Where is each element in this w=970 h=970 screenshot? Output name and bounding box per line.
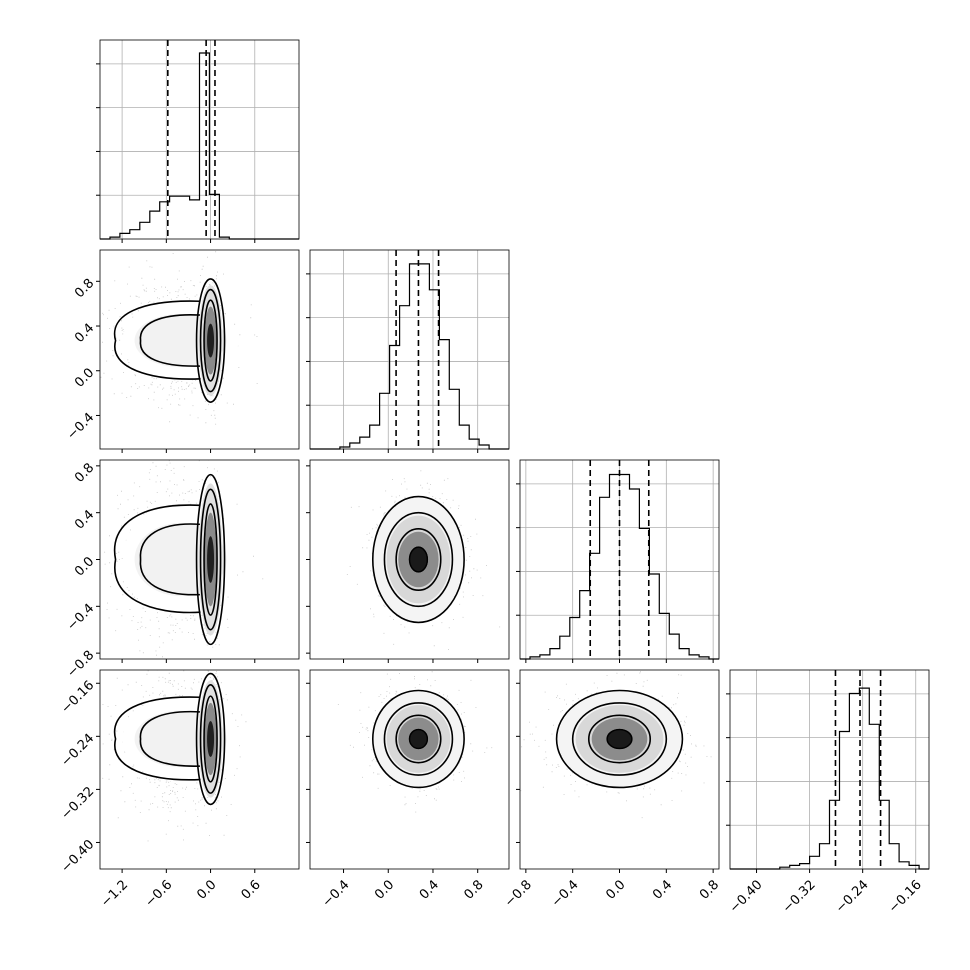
y-tick-label: 0.0 — [72, 365, 97, 390]
x-tick-label: −0.24 — [833, 877, 872, 916]
panel-frame — [309, 669, 510, 870]
hist-panel-2 — [306, 249, 510, 453]
contour-3 — [587, 714, 652, 764]
x-tick-label: 0.8 — [697, 877, 722, 902]
scatter-points — [104, 460, 264, 658]
panel-content — [102, 670, 247, 842]
contour-spike-3 — [203, 695, 218, 783]
y-tick-label: −0.16 — [59, 678, 98, 717]
scatter-panel-2-1 — [96, 249, 300, 453]
panel-content — [346, 470, 501, 650]
x-tick-label: 0.0 — [603, 877, 628, 902]
histogram-step — [730, 687, 929, 870]
x-tick-label: −0.32 — [780, 877, 819, 916]
contour-outer-left — [113, 696, 201, 781]
x-tick-label: 0.0 — [194, 877, 219, 902]
histogram-step — [310, 263, 509, 450]
density-fill-4 — [408, 546, 429, 573]
contour-4 — [408, 546, 429, 573]
y-tick-label: −0.4 — [64, 410, 97, 443]
panel-frame — [729, 669, 930, 870]
x-tick-label: 0.4 — [417, 877, 442, 902]
x-tick-label: −0.6 — [142, 877, 175, 910]
x-tick-label: 0.8 — [462, 877, 487, 902]
scatter-panel-4-2 — [306, 669, 510, 873]
contour-3 — [395, 527, 442, 592]
contour-spike-2 — [199, 288, 222, 393]
spike-peak — [207, 323, 215, 358]
y-tick-label: −0.32 — [59, 784, 98, 823]
panel-content — [337, 671, 493, 813]
contour-1 — [371, 495, 465, 624]
y-tick-label: −0.40 — [59, 837, 98, 876]
contour-1 — [555, 689, 684, 789]
contour-2 — [383, 511, 454, 608]
hist-panel-4 — [726, 669, 930, 873]
y-tick-label: 0.8 — [72, 461, 97, 486]
x-tick-label: −0.4 — [320, 877, 353, 910]
x-tick-label: −0.8 — [502, 877, 535, 910]
x-tick-label: −1.2 — [98, 877, 131, 910]
panel-content — [100, 251, 258, 425]
contour-spike-1 — [195, 473, 226, 646]
scatter-panel-3-1 — [96, 459, 300, 663]
contour-outer-left — [113, 300, 201, 380]
y-tick-label: −0.8 — [64, 648, 97, 681]
y-tick-label: 0.4 — [72, 321, 97, 346]
contour-1 — [371, 689, 465, 789]
y-tick-label: 0.8 — [72, 276, 97, 301]
scatter-panel-4-1 — [96, 669, 300, 873]
contour-spike-3 — [203, 299, 218, 382]
density-fill-4 — [606, 728, 633, 750]
x-tick-label: −0.40 — [727, 877, 766, 916]
x-tick-label: −0.4 — [549, 877, 582, 910]
contour-inner-left — [139, 710, 201, 767]
x-tick-label: 0.6 — [239, 877, 264, 902]
panel-content — [520, 671, 712, 819]
y-tick-label: 0.4 — [72, 507, 97, 532]
y-tick-label: −0.4 — [64, 601, 97, 634]
panel-content — [104, 460, 264, 658]
y-tick-label: 0.0 — [72, 554, 97, 579]
x-tick-label: 0.4 — [650, 877, 675, 902]
contour-spike-1 — [195, 672, 226, 806]
contour-inner-left — [139, 523, 201, 596]
contour-spike-2 — [199, 488, 222, 631]
contour-4 — [408, 728, 429, 750]
spike-peak — [207, 536, 215, 583]
contour-2 — [571, 702, 668, 776]
hist-panel-1 — [96, 39, 300, 243]
x-tick-label: −0.16 — [886, 877, 925, 916]
spike-peak — [207, 720, 215, 758]
x-tick-label: 0.0 — [372, 877, 397, 902]
panel-frame — [99, 249, 300, 450]
contour-spike-3 — [203, 503, 218, 616]
contour-2 — [383, 702, 454, 776]
panel-frame — [99, 39, 300, 240]
contour-spike-2 — [199, 684, 222, 794]
panel-frame — [99, 669, 300, 870]
contour-4 — [606, 728, 633, 750]
contour-inner-left — [139, 314, 201, 367]
contour-outer-left — [113, 504, 201, 614]
contour-spike-1 — [195, 278, 226, 403]
scatter-panel-3-2 — [306, 459, 510, 663]
contour-3 — [395, 714, 442, 764]
hist-panel-3 — [516, 459, 720, 663]
y-tick-label: −0.24 — [59, 731, 98, 770]
panel-frame — [309, 249, 510, 450]
scatter-panel-4-3 — [516, 669, 720, 873]
density-fill-4 — [408, 728, 429, 750]
